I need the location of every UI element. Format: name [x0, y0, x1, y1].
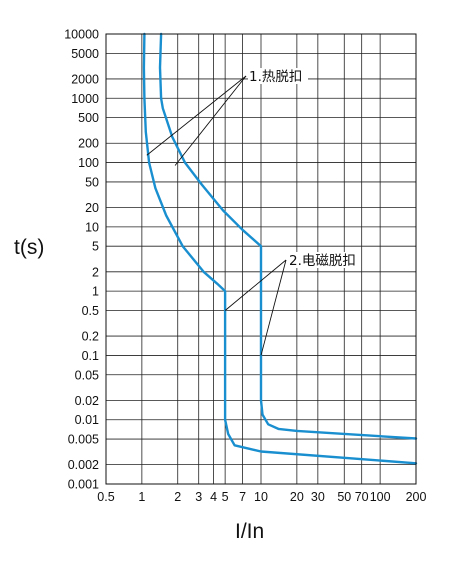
- annotation-leader-line: [260, 259, 287, 356]
- y-tick-label: 20: [85, 201, 99, 215]
- x-tick-label: 0.5: [97, 490, 114, 504]
- x-tick-label: 4: [210, 490, 217, 504]
- trip-curve-min: [142, 32, 418, 465]
- x-tick-label: 50: [337, 490, 351, 504]
- y-tick-label: 1: [92, 285, 99, 299]
- annotation-leader-line: [146, 75, 247, 156]
- x-tick-label: 10: [254, 490, 268, 504]
- annotations: 1.热脱扣 2.电磁脱扣: [146, 68, 360, 356]
- y-tick-label: 0.001: [68, 478, 99, 492]
- y-tick-label: 2: [92, 265, 99, 279]
- y-tick-label: 10000: [64, 28, 99, 42]
- y-tick-label: 10: [85, 220, 99, 234]
- annotation-leader-line: [174, 75, 247, 166]
- annotation-leader-line: [224, 259, 287, 311]
- y-tick-label: 2000: [71, 72, 99, 86]
- x-tick-label: 2: [174, 490, 181, 504]
- y-tick-label: 1000: [71, 92, 99, 106]
- curves: [142, 32, 418, 465]
- x-tick-label: 5: [222, 490, 229, 504]
- trip-curve-max: [158, 32, 418, 440]
- y-tick-label: 0.005: [68, 433, 99, 447]
- y-tick-label: 5000: [71, 47, 99, 61]
- y-tick-label: 0.01: [75, 413, 99, 427]
- y-tick-label: 500: [78, 111, 99, 125]
- plot-frame: [105, 33, 417, 485]
- x-tick-label: 1: [138, 490, 145, 504]
- x-tick-label: 3: [195, 490, 202, 504]
- x-tick-label: 30: [311, 490, 325, 504]
- annotation-background: [248, 68, 308, 84]
- y-tick-label: 0.1: [82, 349, 99, 363]
- y-tick-label: 200: [78, 137, 99, 151]
- x-tick-label: 20: [290, 490, 304, 504]
- y-tick-label: 100: [78, 156, 99, 170]
- y-tick-labels: 10000 5000 2000 1000 500 200 100 50 20 10 5 2 1 0.5 0.…: [64, 28, 99, 492]
- x-tick-label: 200: [406, 490, 427, 504]
- y-tick-label: 50: [85, 175, 99, 189]
- y-tick-label: 0.05: [75, 368, 99, 382]
- y-axis-title: t(s): [14, 236, 44, 259]
- y-tick-label: 0.5: [82, 304, 99, 318]
- annotation-label: 2.电磁脱扣: [289, 253, 356, 269]
- y-tick-label: 0.2: [82, 330, 99, 344]
- y-tick-label: 0.02: [75, 394, 99, 408]
- y-tick-label: 0.002: [68, 458, 99, 472]
- annotation-label: 1.热脱扣: [249, 69, 302, 85]
- x-tick-label: 70: [355, 490, 369, 504]
- annotation-background: [288, 252, 360, 268]
- x-tick-labels: 0.5 1 2 3 4 5 7 10 20 30 50 70 100 200: [97, 490, 426, 504]
- y-tick-label: 5: [92, 240, 99, 254]
- x-tick-label: 7: [239, 490, 246, 504]
- x-axis-title: I/In: [235, 520, 264, 543]
- x-tick-label: 100: [370, 490, 391, 504]
